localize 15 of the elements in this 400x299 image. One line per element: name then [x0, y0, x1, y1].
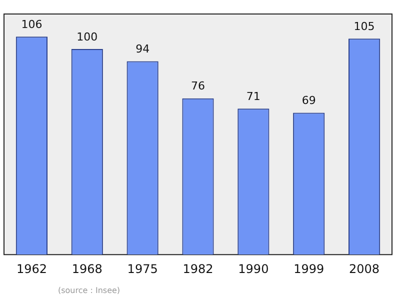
- x-tick-label: 1982: [182, 262, 214, 276]
- data-label: 69: [302, 94, 316, 108]
- x-tick-label: 1975: [127, 262, 158, 276]
- data-label: 94: [136, 42, 150, 56]
- text: (source : Insee): [58, 286, 120, 295]
- data-label: 106: [21, 18, 42, 31]
- x-tick-label: 1990: [238, 262, 269, 276]
- x-tick-label: 1962: [16, 262, 47, 276]
- data-label: 71: [246, 90, 260, 103]
- x-tick-label: 1999: [294, 262, 324, 276]
- x-tick-label: 1968: [72, 262, 102, 276]
- data-label: 76: [191, 80, 205, 93]
- x-tick-label: 2008: [349, 262, 380, 276]
- data-label: 105: [354, 20, 375, 34]
- data-label: 100: [76, 30, 98, 44]
